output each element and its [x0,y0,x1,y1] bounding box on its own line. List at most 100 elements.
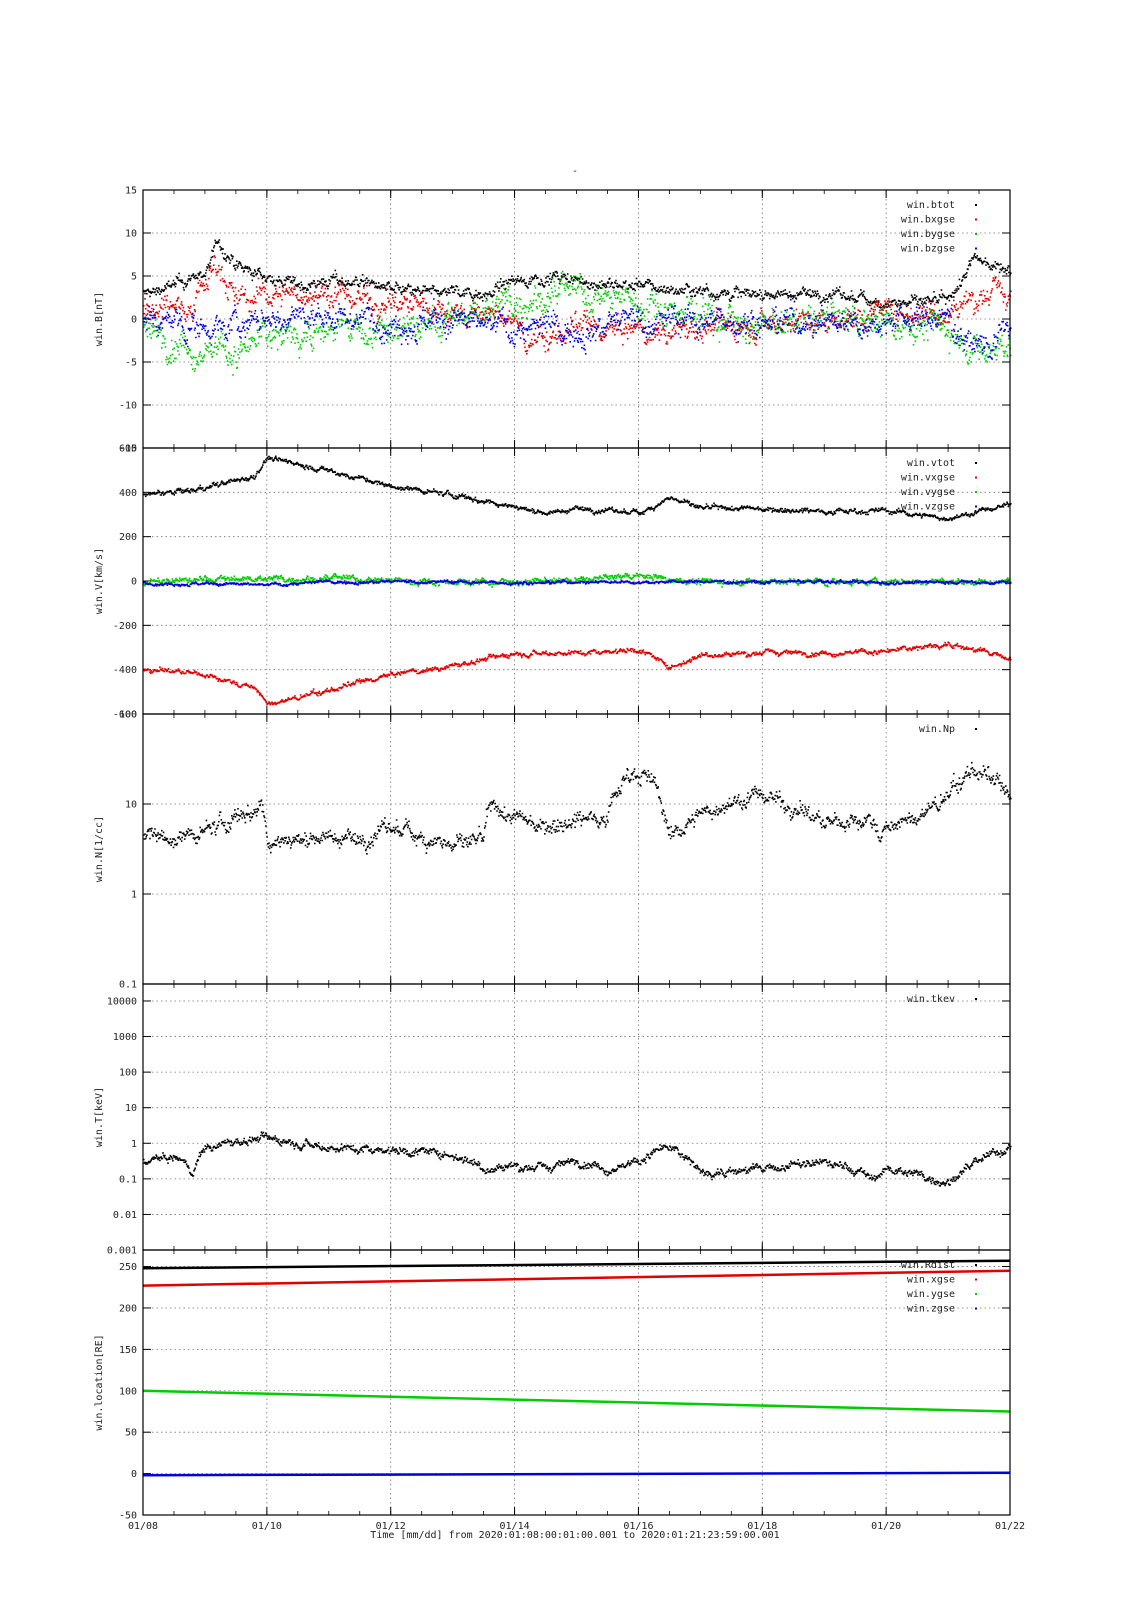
x-tick-label: 01/14 [500,1521,530,1532]
y-tick-label: 0 [131,1469,137,1480]
legend-label: win.btot [907,200,955,211]
x-axis-footer: Time [mm/dd] from 2020:01:08:00:01:00.00… [370,1530,779,1541]
legend-label: win.vxgse [901,473,955,484]
x-tick-label: 01/22 [995,1521,1025,1532]
legend-marker [975,1264,977,1266]
legend-label: win.bygse [901,229,955,240]
y-tick-label: -600 [113,710,137,721]
legend-label: win.Np [919,724,955,735]
legend-label: win.zgse [907,1304,955,1315]
legend-marker [975,204,977,206]
y-tick-label: 250 [119,1262,137,1273]
y-axis-label: win.B[nT] [94,292,105,346]
y-tick-label: 1 [131,890,137,901]
series-win-vygse [143,572,1012,588]
legend-label: win.xgse [907,1275,955,1286]
y-tick-label: 0.1 [119,1174,137,1185]
series-win-vtot [143,455,1012,522]
y-tick-label: 0.01 [113,1210,137,1221]
series-win-btot [143,239,1012,315]
y-axis-label: win.location[RE] [94,1334,105,1430]
y-tick-label: 100 [119,1386,137,1397]
figure-title: - [572,166,578,177]
series-line [142,1389,1011,1413]
y-tick-label: -5 [125,358,137,369]
legend-marker [975,233,977,235]
x-tick-label: 01/12 [376,1521,406,1532]
y-tick-label: 1000 [113,1032,137,1043]
series-points [143,298,1012,360]
x-tick-label: 01/10 [252,1521,282,1532]
legend-marker [975,728,977,730]
legend-marker [975,998,977,1000]
y-axis-label: win.N[1/cc] [94,816,105,882]
y-tick-label: 10000 [107,996,137,1007]
legend-marker [975,505,977,508]
y-tick-label: 50 [125,1428,137,1439]
series-points [143,572,1012,588]
y-tick-label: 0 [131,315,137,326]
series-win-bxgse [143,255,1012,355]
series-points [143,761,1012,855]
legend-marker [975,491,977,493]
y-tick-label: 0 [131,577,137,588]
series-win-vzgse [143,578,1012,588]
plot-frame [142,983,1011,1251]
y-tick-label: -10 [119,401,137,412]
legend-label: win.Rdist [901,1260,955,1271]
series-points [143,455,1012,522]
panels: -15-10-5051015win.B[nT]win.btotwin.bxgse… [94,186,1025,1533]
series-win-bzgse [143,298,1012,360]
y-tick-label: 0.1 [119,980,137,991]
y-tick-label: 15 [125,186,137,197]
series-points [143,641,1012,706]
panel-5: -50 0 50 100 150 200 250 win.location[RE] win.Rd… [94,1249,1011,1522]
y-tick-label: 600 [119,444,137,455]
series-win-zgse [142,1471,1011,1477]
series-line [142,1269,1011,1287]
legend-label: win.bzgse [901,244,955,255]
x-tick-label: 01/18 [747,1521,777,1532]
y-tick-label: 10 [125,1103,137,1114]
legend-marker [975,218,977,221]
series-line [142,1259,1011,1270]
y-tick-label: 200 [119,532,137,543]
legend-label: win.vygse [901,487,955,498]
y-tick-label: -15 [119,444,137,455]
panel-2: -600 -400 -200 0 200 400 600 win.V[km/s] win.vto… [94,444,1012,721]
legend-marker [975,1293,977,1295]
panel-4: 0.001 0.01 0.1 1 10 100 1000 10000 win.T[keV] win… [94,983,1012,1257]
legend-label: win.ygse [907,1289,955,1300]
legend-marker [975,462,977,464]
series-win-Np [143,761,1012,855]
y-tick-label: 10 [125,229,137,240]
series-win-tkev [143,1131,1012,1187]
y-tick-label: -400 [113,665,137,676]
legend-label: win.tkev [907,994,955,1005]
y-tick-label: 150 [119,1345,137,1356]
series-points [143,239,1012,315]
y-tick-label: -200 [113,621,137,632]
y-tick-label: -50 [119,1511,137,1522]
y-tick-label: 10 [125,800,137,811]
legend-marker [975,1278,977,1281]
legend-label: win.bxgse [901,215,955,226]
y-axis-label: win.V[km/s] [94,548,105,614]
x-tick-label: 01/16 [623,1521,653,1532]
series-win-vxgse [143,641,1012,706]
y-tick-label: 400 [119,488,137,499]
y-tick-label: 200 [119,1303,137,1314]
y-tick-label: 1 [131,1139,137,1150]
panel-1: -15 -10 -5 0 5 10 15 win.B[nT] win.btot win.bxgse… [94,186,1012,455]
y-tick-label: 0.001 [107,1246,137,1257]
series-win-bygse [143,270,1012,376]
legend-marker [975,1307,977,1310]
y-tick-label: 5 [131,272,137,283]
series-win-xgse [142,1269,1011,1287]
series-points [143,255,1012,355]
series-points [143,578,1012,588]
x-tick-label: 01/08 [128,1521,158,1532]
legend-label: win.vtot [907,458,955,469]
y-tick-label: 100 [119,710,137,721]
